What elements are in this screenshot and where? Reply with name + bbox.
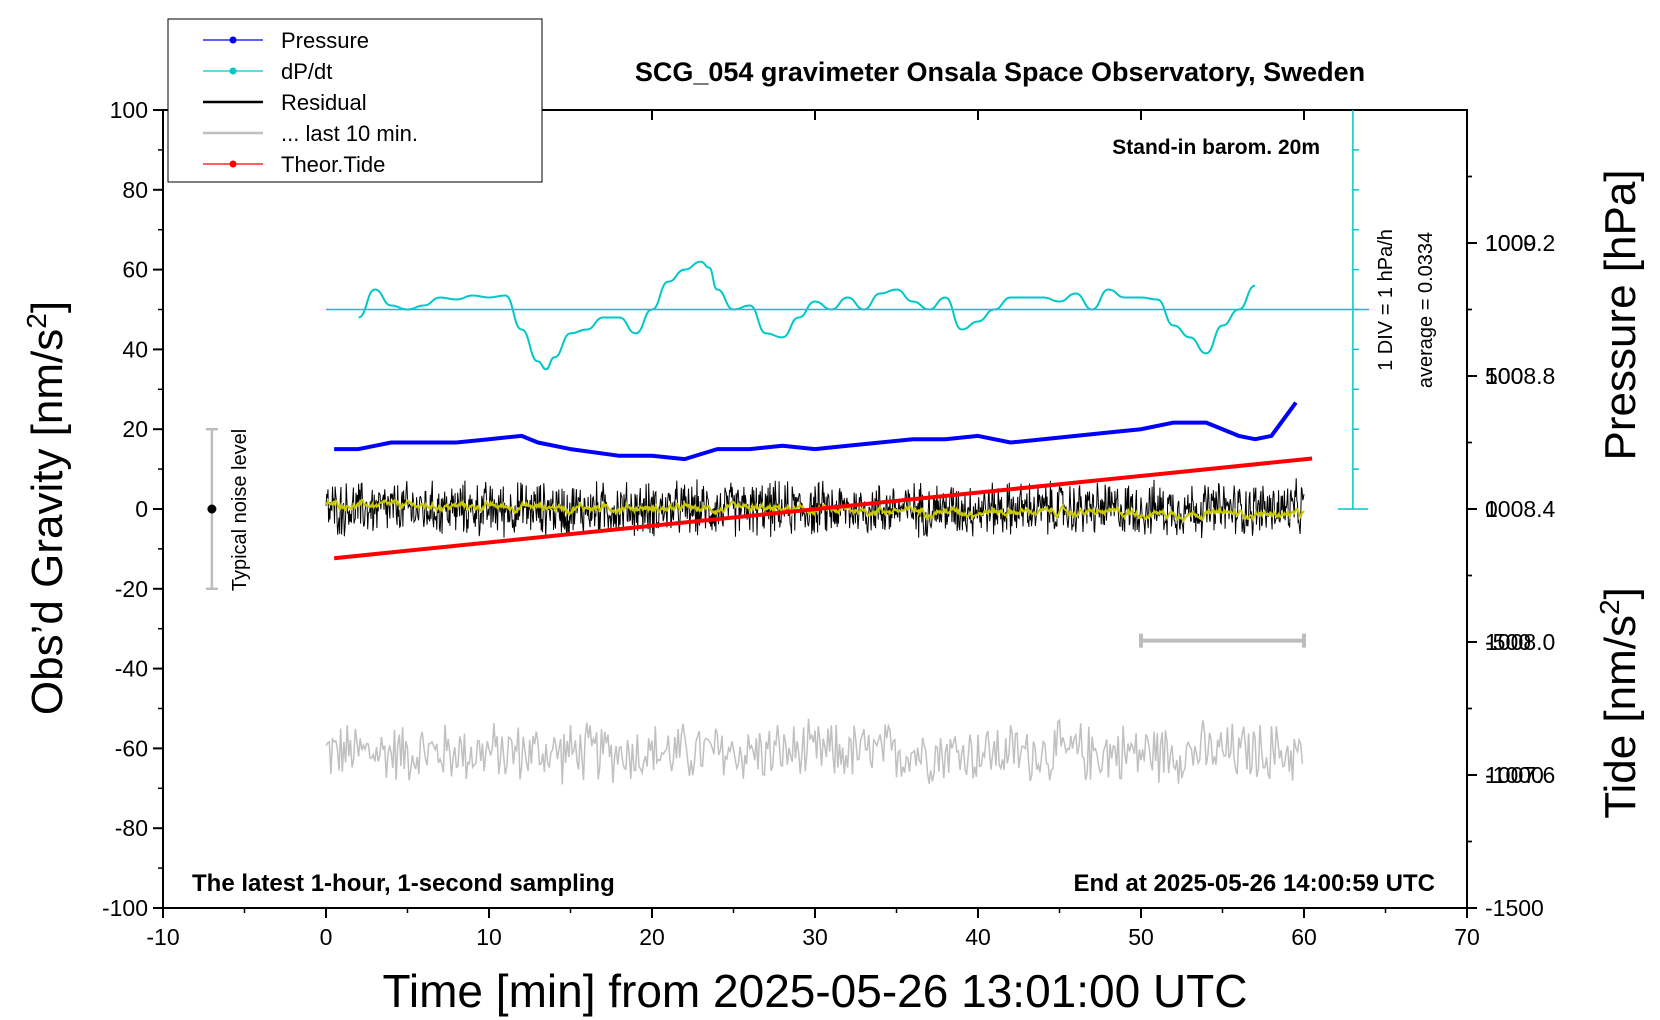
annotation-layer [205,110,1370,648]
pressure-tick-label: 1007.6 [1485,762,1555,788]
pressure-tick-label: 1008.4 [1485,496,1556,522]
noise-bar-dot [207,504,217,514]
pressure-tick-label: 1009.2 [1485,230,1555,256]
latest-hour-label: The latest 1-hour, 1-second sampling [192,870,615,897]
legend-swatch-marker [229,160,237,168]
x-tick-label: 70 [1454,924,1480,950]
y-tick-label: 20 [122,416,148,442]
x-tick-label: 40 [965,924,991,950]
tide-series [333,456,1313,561]
x-tick-label: 10 [476,924,502,950]
legend-swatch-marker [229,67,237,75]
x-tick-label: 20 [639,924,665,950]
legend-entries: Pressure dP/dt Residual ... last 10 min. The… [203,28,418,177]
x-tick-label: 30 [802,924,828,950]
tide-tick-label: 500 [1485,363,1523,389]
legend-label: dP/dt [281,59,332,84]
svg-text:Obs’d Gravity [nm/s2]: Obs’d Gravity [nm/s2] [21,301,72,715]
pressure-axis-title: Pressure [hPa] [1596,169,1645,460]
end-at-label: End at 2025-05-26 14:00:59 UTC [1074,870,1436,897]
y-tick-label: 0 [135,496,148,522]
dpdt-series [358,260,1256,371]
tide-tick-label: -500 [1485,629,1531,655]
x-axis-title: Time [min] from 2025-05-26 13:01:00 UTC [383,965,1248,1017]
div-label: 1 DIV = 1 hPa/h [1375,229,1397,371]
last-10-min-series [325,718,1304,785]
legend-label: Pressure [281,28,369,53]
y-tick-label: -80 [115,815,148,841]
series-layer [325,260,1313,785]
tide-tick-label: 0 [1485,496,1498,522]
y-tick-label: -100 [102,895,148,921]
y-tick-label: 40 [122,336,148,362]
axis-ticks: -10 0 10 20 30 40 50 60 70100806040200-20-40-60-… [102,97,1556,950]
legend-swatch-marker [229,36,237,44]
y-left-label-text: Obs’d Gravity [nm/s [23,329,72,715]
legend-label: ... last 10 min. [281,121,418,146]
legend-label: Theor.Tide [281,152,385,177]
tide-sup: 2 [1594,599,1625,615]
legend-box [167,18,543,183]
tide-tick-label: -1000 [1485,762,1544,788]
chart-title: SCG_054 gravimeter Onsala Space Observat… [635,57,1365,87]
tide-axis-title: Tide [nm/s2] [1594,587,1645,819]
y-tick-label: 100 [110,97,148,123]
stand-in-label: Stand-in barom. 20m [1112,136,1320,159]
y-left-sup: 2 [21,313,52,329]
y-tick-label: -60 [115,735,148,761]
legend-label: Residual [281,90,367,115]
y-axis-title-left: Obs’d Gravity [nm/s2] [21,301,72,715]
y-tick-label: -40 [115,656,148,682]
average-label: average = 0.0334 [1415,232,1437,388]
y-tick-label: 60 [122,257,148,283]
residual-series [325,478,1305,539]
x-tick-label: 60 [1291,924,1317,950]
pressure-series [334,401,1298,462]
legend: Pressure dP/dt Residual ... last 10 min. The… [167,18,543,183]
pressure-tick-label: 1008.0 [1485,629,1555,655]
y-tick-label: -20 [115,576,148,602]
x-tick-label: -10 [146,924,179,950]
tide-label-text: Tide [nm/s [1596,615,1645,819]
tide-tick-label: 1000 [1485,230,1536,256]
x-tick-label: 0 [320,924,333,950]
noise-level-label: Typical noise level [229,429,251,591]
pressure-tick-label: 1008.8 [1485,363,1555,389]
y-tick-label: 80 [122,177,148,203]
svg-text:Tide [nm/s2]: Tide [nm/s2] [1594,587,1645,819]
tide-tick-label: -1500 [1485,895,1544,921]
x-tick-label: 50 [1128,924,1154,950]
